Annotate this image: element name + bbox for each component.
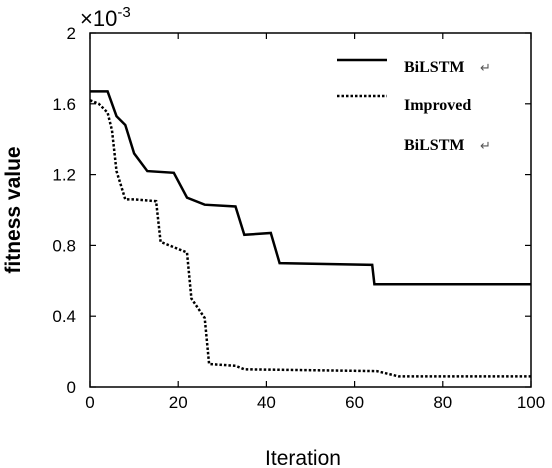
y-axis-label: fitness value [2,146,25,273]
legend-label-bilstm: BiLSTM [404,59,464,76]
y-tick-label: 2 [67,24,76,43]
x-tick-label: 20 [169,393,188,412]
x-tick-label: 100 [517,393,545,412]
series-layer [89,90,531,378]
series-line-improved-bilstm [89,99,531,378]
x-tick-label: 60 [345,393,364,412]
axis-ticks [89,32,532,388]
return-mark-icon: ↵ [480,61,491,76]
plot-frame [89,32,532,388]
y-multiplier-exponent: -3 [117,4,130,21]
legend-label-improved-line1: Improved [404,97,471,114]
x-tick-label: 40 [257,393,276,412]
y-tick-label: 0 [67,378,76,397]
x-axis-label: Iteration [265,447,341,468]
y-tick-label: 1.2 [52,166,76,185]
series-line-bilstm [90,90,531,286]
y-tick-label: 1.6 [52,95,76,114]
y-multiplier: ×10-3 [80,4,131,31]
x-tick-label: 0 [85,393,94,412]
return-mark-icon: ↵ [480,139,491,154]
y-tick-label: 0.4 [52,307,76,326]
tick-labels: 0 20 40 60 80 100 0 0.4 0.8 1.2 1.6 2 [52,24,545,412]
y-tick-label: 0.8 [52,236,76,255]
legend-label-improved-line2: BiLSTM [404,137,464,154]
legend: BiLSTM ↵ Improved BiLSTM ↵ [337,58,491,154]
x-tick-label: 80 [433,393,452,412]
